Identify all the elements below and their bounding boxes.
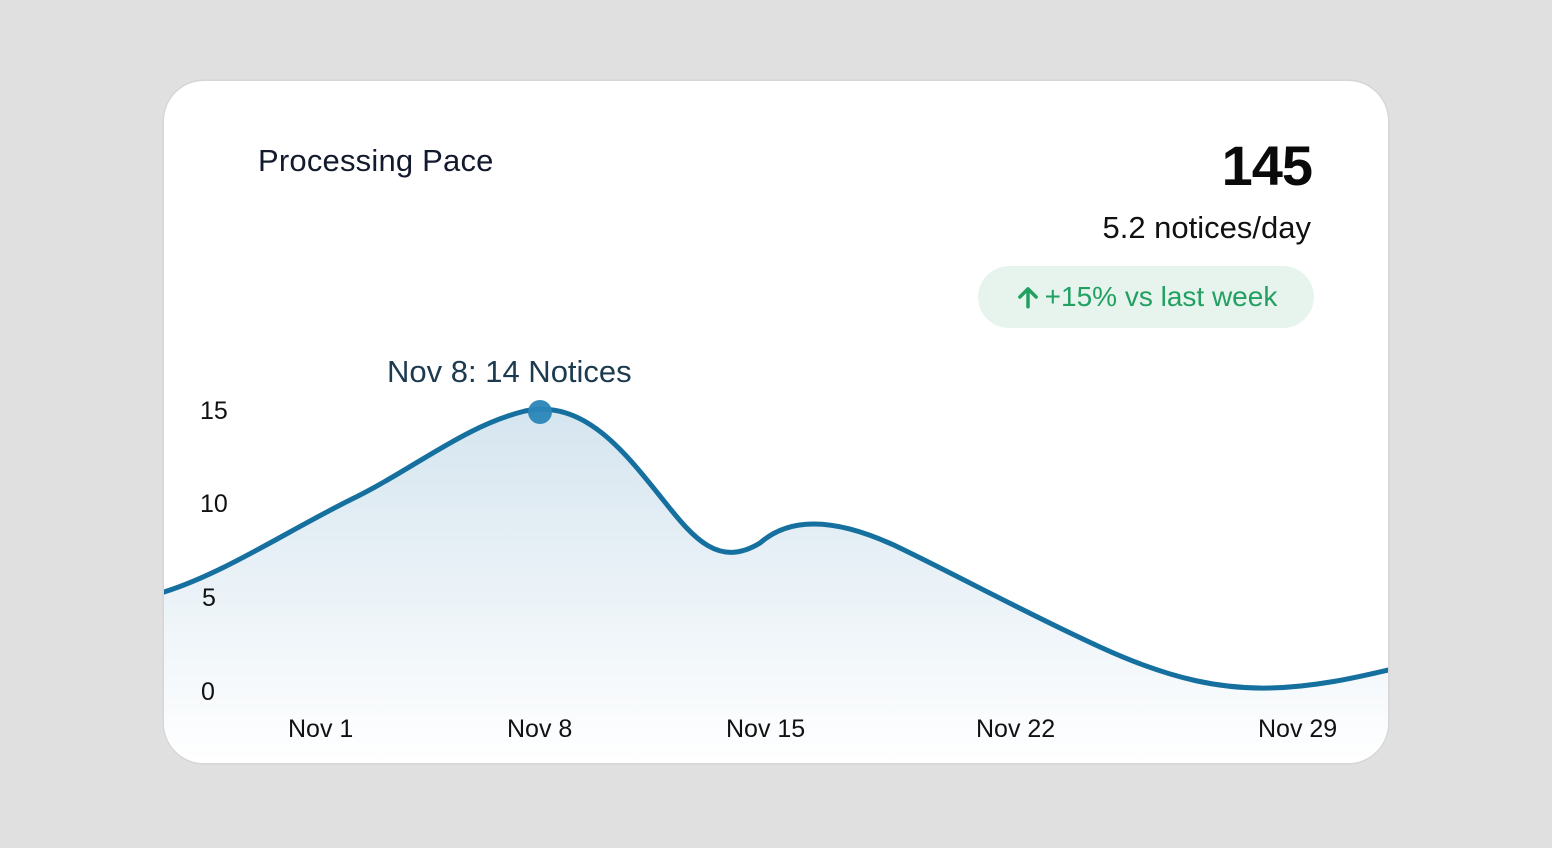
peak-marker[interactable]	[528, 400, 552, 424]
y-tick-5: 5	[202, 584, 216, 612]
processing-pace-card: Processing Pace 145 5.2 notices/day +15%…	[164, 81, 1388, 763]
peak-annotation: Nov 8: 14 Notices	[387, 354, 632, 389]
arrow-up-icon	[1017, 287, 1038, 309]
x-tick-nov-22: Nov 22	[976, 715, 1056, 743]
x-tick-nov-1: Nov 1	[288, 715, 354, 743]
trend-line	[164, 406, 1388, 691]
trend-badge: +15% vs last week	[978, 266, 1314, 328]
y-tick-15: 15	[200, 397, 228, 425]
area-chart	[164, 400, 1388, 763]
trend-badge-text: +15% vs last week	[1044, 281, 1278, 312]
notices-per-day-rate: 5.2 notices/day	[1102, 210, 1311, 245]
total-notices-value: 145	[1221, 134, 1313, 197]
x-tick-nov-29: Nov 29	[1258, 715, 1338, 743]
area-fill	[164, 409, 1388, 763]
x-tick-nov-15: Nov 15	[726, 715, 806, 743]
y-tick-10: 10	[200, 490, 228, 518]
y-tick-0: 0	[201, 678, 215, 706]
x-tick-nov-8: Nov 8	[507, 715, 573, 743]
card-title: Processing Pace	[258, 143, 494, 178]
